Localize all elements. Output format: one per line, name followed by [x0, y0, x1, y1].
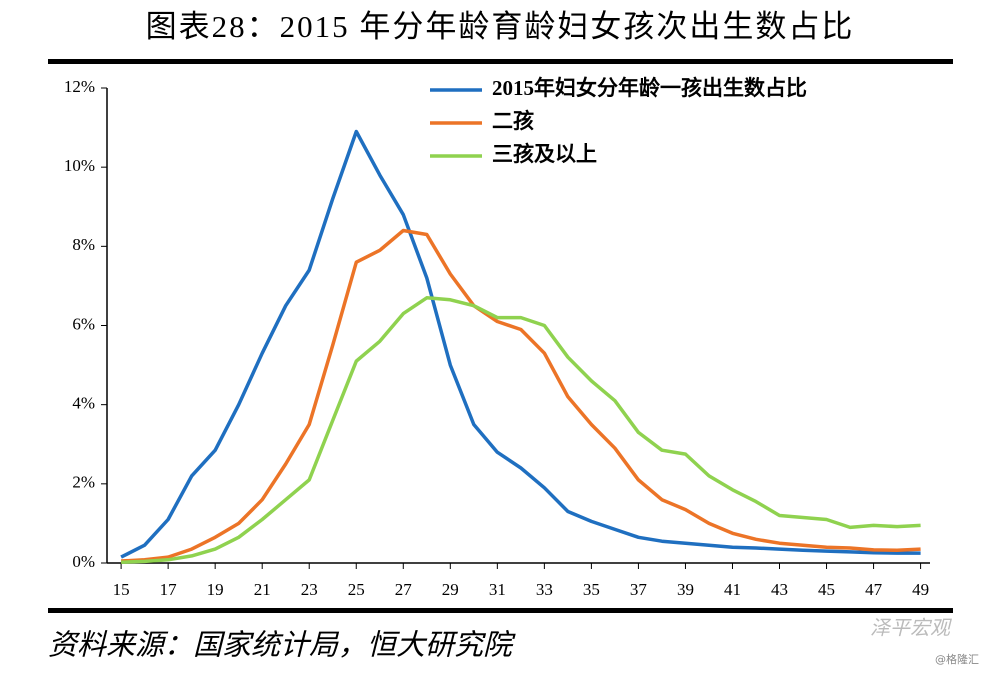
x-tick-label: 15 — [113, 580, 130, 599]
y-tick-label: 12% — [64, 77, 95, 96]
x-tick-label: 43 — [771, 580, 788, 599]
x-tick-label: 19 — [207, 580, 224, 599]
x-tick-label: 33 — [536, 580, 553, 599]
source-note: 资料来源：国家统计局，恒大研究院 — [48, 630, 516, 662]
y-tick-label: 0% — [72, 552, 95, 571]
x-tick-label: 29 — [442, 580, 459, 599]
x-tick-label: 25 — [348, 580, 365, 599]
x-tick-label: 21 — [254, 580, 271, 599]
x-tick-label: 35 — [583, 580, 600, 599]
y-tick-label: 6% — [72, 314, 95, 333]
legend-label: 二孩 — [492, 109, 534, 133]
footer-rule — [48, 608, 953, 613]
series-line — [121, 228, 921, 563]
y-tick-label: 4% — [72, 394, 95, 413]
x-tick-label: 37 — [630, 580, 648, 599]
title-rule — [48, 59, 953, 64]
x-tick-label: 17 — [160, 580, 178, 599]
x-tick-label: 23 — [301, 580, 318, 599]
y-tick-label: 2% — [72, 473, 95, 492]
x-tick-label: 31 — [489, 580, 506, 599]
x-tick-label: 47 — [865, 580, 883, 599]
y-tick-label: 8% — [72, 235, 95, 254]
credit: @格隆汇 — [935, 652, 979, 666]
chart-title: 图表28：2015 年分年龄育龄妇女孩次出生数占比 — [146, 9, 855, 44]
x-tick-label: 45 — [818, 580, 835, 599]
watermark: 泽平宏观 — [870, 618, 952, 640]
x-tick-label: 39 — [677, 580, 694, 599]
series-line — [120, 129, 921, 559]
series-line — [121, 296, 921, 564]
legend-label: 三孩及以上 — [492, 142, 597, 166]
x-tick-label: 49 — [912, 580, 929, 599]
y-tick-label: 10% — [64, 156, 95, 175]
legend-label: 2015年妇女分年龄一孩出生数占比 — [492, 76, 807, 100]
x-tick-label: 27 — [395, 580, 413, 599]
x-tick-label: 41 — [724, 580, 741, 599]
